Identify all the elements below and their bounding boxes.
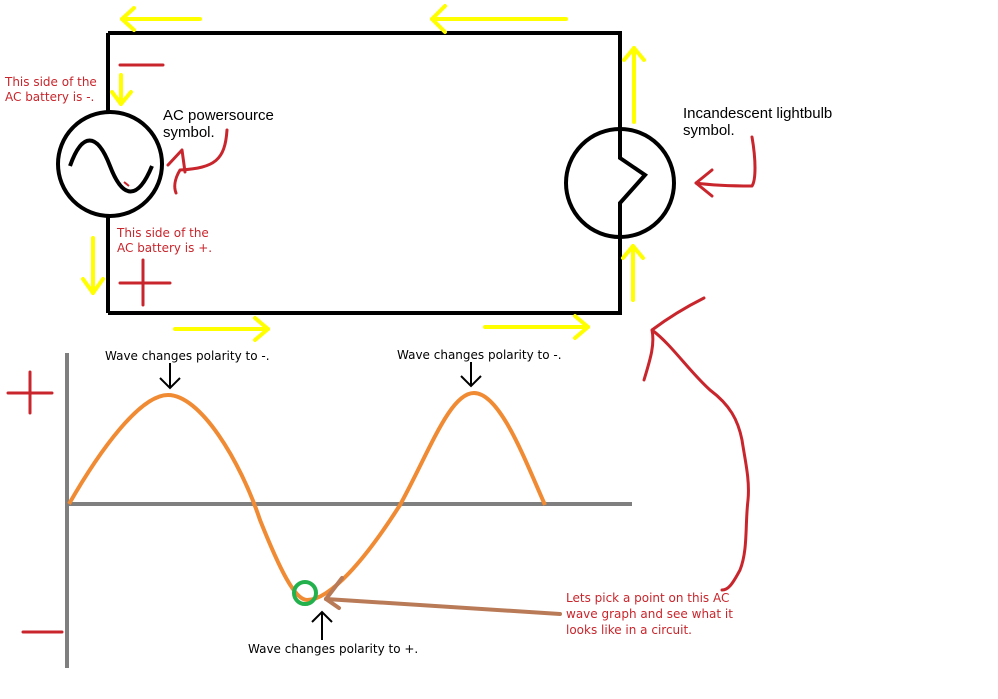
arrow-down-left-2 <box>81 236 105 295</box>
arrow-up-right-2 <box>621 244 645 302</box>
negative-side-label: This side of the AC battery is -. <box>5 75 97 104</box>
black-pointer-arrows <box>159 362 482 640</box>
graph-axes <box>65 353 632 668</box>
ac-source-label: AC powersource symbol. <box>163 107 274 141</box>
bulb-pointer-arrowhead <box>694 168 714 198</box>
pick-point-label: Lets pick a point on this AC wave graph … <box>566 591 733 637</box>
current-arrows <box>81 4 646 342</box>
lightbulb-icon <box>564 127 676 239</box>
source-pointer-curve <box>173 128 229 195</box>
arrow-left-top-2 <box>430 4 568 34</box>
positive-side-label: This side of the AC battery is +. <box>117 226 213 255</box>
arrow-down-peak-2 <box>460 362 482 388</box>
wave-pos-label: Wave changes polarity to +. <box>248 642 419 656</box>
selected-point-circle <box>292 580 318 606</box>
bulb-pointer-curve <box>694 135 757 188</box>
plus-sign-graph-icon <box>6 370 54 415</box>
arrow-up-right-1 <box>622 46 646 124</box>
annotations <box>6 63 757 634</box>
circuit-wire <box>106 31 622 315</box>
arrow-right-bottom-1 <box>173 316 270 342</box>
wave-neg-label-1: Wave changes polarity to -. <box>105 349 270 363</box>
arrow-up-trough <box>311 610 333 640</box>
wave-neg-label-2: Wave changes polarity to -. <box>397 348 562 362</box>
source-pointer-arrowhead <box>166 148 187 174</box>
arrow-right-bottom-2 <box>483 314 590 340</box>
arrow-down-peak-1 <box>159 363 181 390</box>
ac-source-icon <box>56 110 164 218</box>
arrow-down-left-1 <box>110 73 133 106</box>
arrow-left-top-1 <box>120 6 202 32</box>
plus-sign-circuit-icon <box>118 258 172 307</box>
brown-pointer-arrow <box>324 576 562 616</box>
ac-wave <box>67 390 547 603</box>
big-pointer-curve <box>642 296 750 592</box>
lightbulb-label: Incandescent lightbulb symbol. <box>683 105 833 139</box>
